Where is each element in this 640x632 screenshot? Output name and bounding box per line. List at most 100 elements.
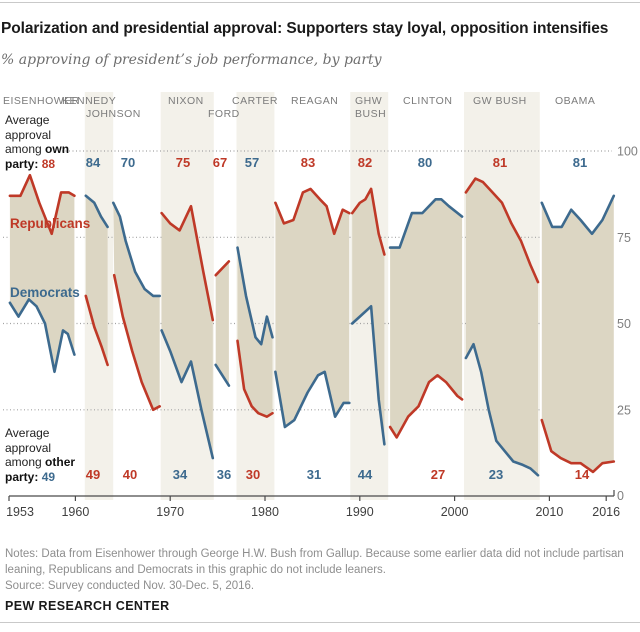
other-party-avg-gw-bush: 23 [489, 467, 503, 482]
president-label-obama: OBAMA [555, 95, 595, 107]
x-axis-label-2000: 2000 [441, 505, 469, 519]
republicans-line-clinton [388, 374, 464, 439]
own-party-avg-clinton: 80 [418, 155, 432, 170]
other-party-avg-obama: 14 [575, 467, 590, 482]
other-annotation-line3: among other [5, 455, 76, 469]
president-label-eisenhower: EISENHOWER [3, 95, 80, 107]
democrats-line-ghw-bush [350, 305, 386, 446]
president-label-reagan: REAGAN [291, 95, 338, 107]
republicans-line-carter [236, 339, 274, 418]
y-axis-label-75: 75 [617, 231, 631, 245]
eisenhower-own-avg: 88 [41, 156, 56, 171]
republicans-line-eisenhower [8, 173, 76, 236]
other-party-avg-johnson: 40 [123, 467, 137, 482]
x-axis-label-1960: 1960 [61, 505, 89, 519]
approval-gap-fill-kennedy [85, 195, 108, 365]
own-annotation-line1: Average [5, 113, 50, 127]
democrats-line-obama [540, 194, 616, 236]
other-party-avg-ghw-bush: 44 [358, 467, 373, 482]
democrats-line-kennedy [84, 194, 109, 229]
approval-gap-fill-eisenhower [9, 175, 75, 372]
republicans-line-kennedy [84, 294, 109, 367]
approval-gap-fill-reagan [275, 188, 350, 427]
approval-gap-fill-nixon [161, 206, 213, 459]
y-axis-label-100: 100 [617, 145, 638, 159]
own-party-avg-ghw-bush: 82 [358, 155, 372, 170]
top-rule [0, 2, 640, 3]
x-axis-label-1990: 1990 [346, 505, 374, 519]
notes-line-1: Notes: Data from Eisenhower through Geor… [5, 548, 624, 560]
other-party-avg-reagan: 31 [307, 467, 321, 482]
democrats-line-johnson [112, 201, 161, 298]
other-party-avg-kennedy: 49 [86, 467, 100, 482]
other-annotation-line1: Average [5, 426, 50, 440]
democrats-line-reagan [274, 370, 351, 429]
notes-line-2: leaning, Republicans and Democrats in th… [5, 564, 387, 576]
x-axis-label-1980: 1980 [251, 505, 279, 519]
president-label-kennedy: KENNEDY [62, 95, 116, 107]
president-label-ghw-bush-1: GHW [355, 95, 382, 107]
democrats-line-clinton [388, 198, 464, 249]
own-party-avg-johnson: 70 [121, 155, 135, 170]
own-party-avg-obama: 81 [573, 155, 587, 170]
approval-gap-fill-ford [215, 261, 229, 386]
republicans-line-nixon [160, 204, 215, 322]
y-axis-label-50: 50 [617, 317, 631, 331]
republicans-line-ghw-bush [350, 187, 386, 256]
x-axis-label-1953: 1953 [6, 505, 34, 519]
approval-gap-fill-clinton [390, 199, 463, 438]
other-party-annotation: Average approval among other party: 49 [5, 426, 85, 484]
president-label-gw-bush: GW BUSH [473, 95, 527, 107]
other-party-avg-ford: 36 [217, 467, 231, 482]
own-annotation-line2: approval [5, 127, 52, 142]
chart-subtitle: % approving of president’s job performan… [1, 52, 382, 68]
president-label-johnson: JOHNSON [86, 108, 141, 120]
republicans-line-ford [214, 260, 231, 277]
other-annotation-line4: party: 49 [5, 469, 56, 484]
president-label-nixon: NIXON [168, 95, 204, 107]
other-party-avg-carter: 30 [246, 467, 260, 482]
own-party-avg-kennedy: 84 [86, 155, 101, 170]
branding: PEW RESEARCH CENTER [5, 599, 170, 613]
democrats-line-eisenhower [8, 298, 76, 374]
x-axis-label-2010: 2010 [535, 505, 563, 519]
democrats-line-nixon [160, 329, 215, 460]
own-party-avg-gw-bush: 81 [493, 155, 507, 170]
source-line: Source: Survey conducted Nov. 30-Dec. 5,… [5, 580, 255, 592]
legend-republicans: Republicans [10, 216, 91, 231]
own-party-annotation: Average approval among own party: 88 [5, 113, 85, 171]
other-annotation-line2: approval [5, 440, 52, 455]
republicans-line-obama [540, 418, 616, 474]
approval-gap-fill-gw-bush [465, 178, 538, 476]
own-party-avg-carter: 57 [245, 155, 259, 170]
own-annotation-line3: among own [5, 142, 70, 156]
republicans-line-reagan [274, 187, 351, 236]
president-label-carter: CARTER [232, 95, 278, 107]
own-party-avg-reagan: 83 [301, 155, 315, 170]
approval-gap-fill-johnson [113, 202, 160, 410]
other-party-avg-clinton: 27 [431, 467, 445, 482]
approval-gap-fill-obama [541, 195, 614, 472]
approval-gap-fill-carter [237, 247, 273, 417]
president-label-ghw-bush-2: BUSH [355, 108, 386, 120]
democrats-line-carter [236, 246, 274, 346]
chart-title: Polarization and presidential approval: … [1, 20, 609, 37]
president-label-ford: FORD [208, 108, 240, 120]
eisenhower-other-avg: 49 [41, 469, 56, 484]
bottom-rule [0, 622, 640, 623]
other-party-avg-nixon: 34 [173, 467, 188, 482]
approval-gap-fill-ghw-bush [352, 188, 385, 445]
x-axis-label-1970: 1970 [156, 505, 184, 519]
democrats-line-gw-bush [464, 342, 540, 477]
own-annotation-line4: party: 88 [5, 156, 56, 171]
own-party-avg-ford: 67 [213, 155, 227, 170]
y-axis-label-25: 25 [617, 403, 631, 417]
own-party-avg-nixon: 75 [176, 155, 190, 170]
president-label-clinton: CLINTON [403, 95, 452, 107]
republicans-line-gw-bush [464, 177, 540, 284]
legend-democrats: Democrats [10, 285, 80, 300]
republicans-line-johnson [112, 273, 161, 412]
democrats-line-ford [214, 363, 231, 387]
